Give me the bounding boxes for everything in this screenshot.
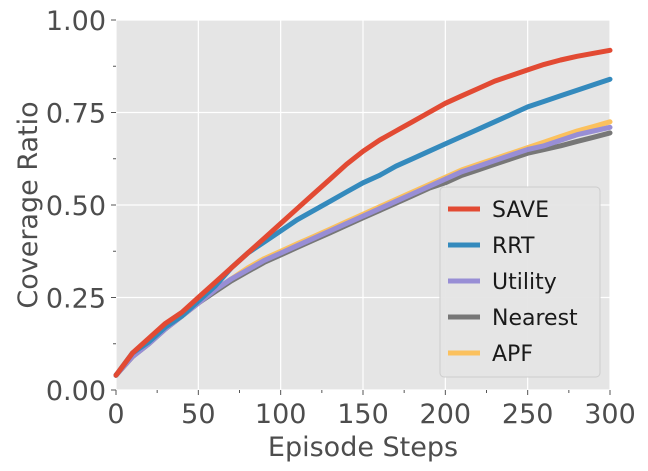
y-axis-ticks: 0.00 0.25 0.50 0.75 1.00 [46,6,116,407]
x-tick-label: 50 [181,399,215,430]
series-lines [113,47,613,378]
y-tick-label: 0.25 [46,284,106,315]
x-axis-title: Episode Steps [268,432,458,463]
y-tick-label: 0.50 [46,191,106,222]
x-tick-label: 150 [337,399,389,430]
series-line-rrt [113,76,613,378]
legend-label-nearest: Nearest [492,306,578,331]
y-tick-label: 0.00 [46,376,106,407]
x-axis-ticks: 0 50 100 150 200 250 300 [107,390,636,430]
y-tick-label: 0.75 [46,99,106,130]
x-tick-label: 0 [107,399,124,430]
y-axis-title: Coverage Ratio [13,101,44,308]
legend-label-save: SAVE [492,198,549,223]
legend-label-rrt: RRT [492,234,535,259]
x-tick-label: 200 [420,399,472,430]
legend-label-apf: APF [492,342,533,367]
y-tick-label: 1.00 [46,6,106,37]
x-tick-label: 250 [502,399,554,430]
legend-box [439,186,601,378]
x-tick-label: 300 [584,399,636,430]
x-tick-label: 100 [255,399,307,430]
legend-label-utility: Utility [492,270,557,295]
legend: SAVE RRT Utility Nearest APF [439,186,601,378]
series-line-save [113,47,613,378]
